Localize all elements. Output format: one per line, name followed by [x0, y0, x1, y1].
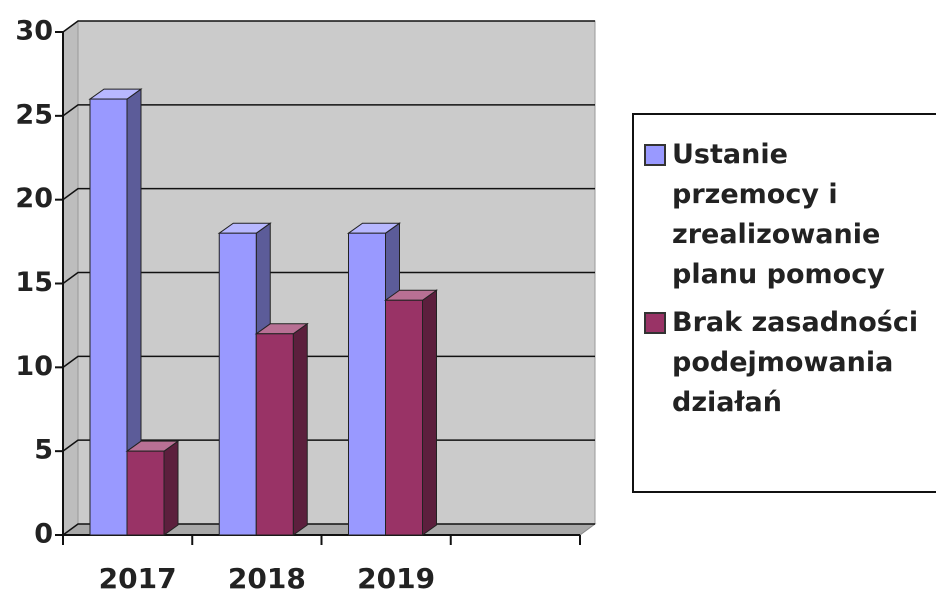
bar: [385, 299, 423, 536]
y-tick-label: 20: [15, 183, 53, 214]
bar: [255, 333, 294, 536]
grid-line: [62, 271, 595, 285]
y-tick-label: 25: [15, 99, 53, 130]
grid-line: [62, 187, 595, 201]
x-tick-label: 2017: [99, 562, 177, 591]
bar-side: [163, 440, 179, 536]
grid-line: [62, 104, 595, 117]
legend-swatch: [644, 144, 666, 166]
legend-swatch: [644, 312, 666, 334]
y-tick-label: 10: [15, 351, 53, 382]
x-tick-label: 2018: [228, 562, 306, 591]
legend-label: Brak zasadności podejmowania działań: [672, 307, 919, 418]
bar: [126, 450, 165, 536]
bar: [348, 232, 386, 536]
bar: [89, 98, 128, 536]
y-tick-label: 5: [34, 435, 53, 466]
bar-side: [292, 322, 308, 536]
legend-label: Ustanie przemocy i zrealizowanie planu p…: [672, 139, 885, 290]
y-tick-label: 15: [15, 267, 53, 298]
x-tick-label: 2019: [357, 562, 435, 591]
grid-line: [62, 20, 595, 33]
bar-side: [422, 289, 437, 536]
bar: [218, 232, 257, 536]
y-tick-label: 0: [34, 519, 53, 550]
y-tick-label: 30: [15, 16, 53, 47]
legend-entry: Ustanie przemocy i zrealizowanie planu p…: [644, 135, 936, 295]
legend-entry: Brak zasadności podejmowania działań: [644, 303, 936, 423]
legend: Ustanie przemocy i zrealizowanie planu p…: [632, 113, 936, 493]
